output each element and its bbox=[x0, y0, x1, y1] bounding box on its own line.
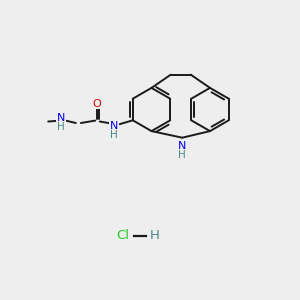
Text: H: H bbox=[178, 150, 186, 160]
Text: N: N bbox=[57, 113, 65, 123]
Text: N: N bbox=[178, 141, 186, 151]
Text: H: H bbox=[110, 130, 118, 140]
Text: N: N bbox=[110, 121, 118, 131]
Text: H: H bbox=[150, 229, 159, 242]
Text: Cl: Cl bbox=[116, 229, 130, 242]
Text: O: O bbox=[92, 98, 101, 109]
Text: H: H bbox=[57, 122, 65, 132]
